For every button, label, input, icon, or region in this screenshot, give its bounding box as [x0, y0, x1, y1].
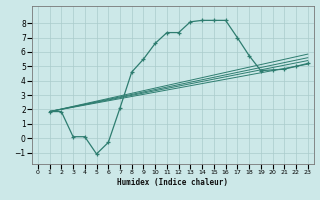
- X-axis label: Humidex (Indice chaleur): Humidex (Indice chaleur): [117, 178, 228, 187]
